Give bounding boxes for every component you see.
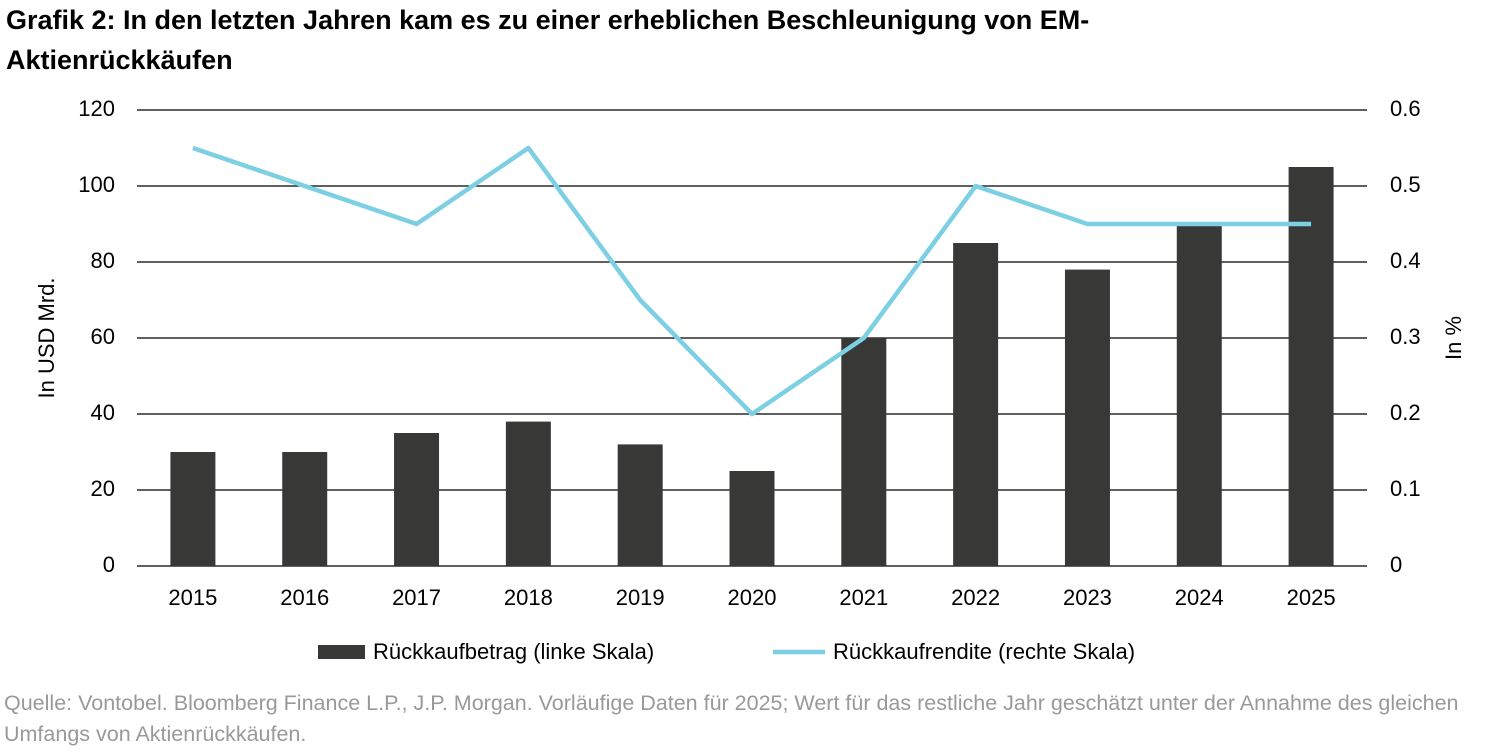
y2-axis-label: In %: [1441, 316, 1466, 360]
x-tick-label: 2019: [616, 585, 665, 610]
y2-tick-label: 0.4: [1390, 248, 1421, 273]
x-tick-label: 2022: [951, 585, 1000, 610]
x-tick-label: 2024: [1175, 585, 1224, 610]
y2-tick-label: 0.3: [1390, 324, 1421, 349]
y-tick-label: 120: [78, 96, 115, 121]
bar: [505, 421, 551, 566]
x-tick-label: 2016: [280, 585, 329, 610]
bar: [1176, 224, 1222, 566]
legend-label: Rückkaufrendite (rechte Skala): [833, 639, 1135, 664]
y2-tick-label: 0: [1390, 552, 1402, 577]
bar: [394, 433, 440, 566]
source-note: Quelle: Vontobel. Bloomberg Finance L.P.…: [4, 691, 1459, 746]
x-tick-label: 2018: [504, 585, 553, 610]
y2-tick-label: 0.5: [1390, 172, 1421, 197]
y-tick-label: 0: [103, 552, 115, 577]
y-tick-label: 100: [78, 172, 115, 197]
x-tick-label: 2023: [1063, 585, 1112, 610]
y-tick-label: 20: [91, 476, 115, 501]
legend-label: Rückkaufbetrag (linke Skala): [373, 639, 654, 664]
x-tick-label: 2020: [728, 585, 777, 610]
bar: [282, 452, 328, 566]
bar: [841, 338, 887, 566]
bar: [953, 243, 999, 566]
x-tick-label: 2015: [168, 585, 217, 610]
bar: [1064, 269, 1110, 566]
y-axis-label: In USD Mrd.: [34, 277, 59, 398]
y2-tick-label: 0.1: [1390, 476, 1421, 501]
y-tick-label: 40: [91, 400, 115, 425]
x-tick-label: 2025: [1287, 585, 1336, 610]
y-tick-label: 80: [91, 248, 115, 273]
line: [192, 145, 1312, 417]
y2-tick-label: 0.6: [1390, 96, 1421, 121]
y2-tick-label: 0.2: [1390, 400, 1421, 425]
bar: [617, 444, 663, 566]
bar: [1288, 167, 1334, 566]
x-tick-label: 2021: [839, 585, 888, 610]
chart-title: Grafik 2: In den letzten Jahren kam es z…: [6, 5, 1090, 75]
bar: [170, 452, 216, 566]
legend-swatch: [318, 645, 365, 659]
y-tick-label: 60: [91, 324, 115, 349]
bar: [729, 471, 775, 566]
x-tick-label: 2017: [392, 585, 441, 610]
